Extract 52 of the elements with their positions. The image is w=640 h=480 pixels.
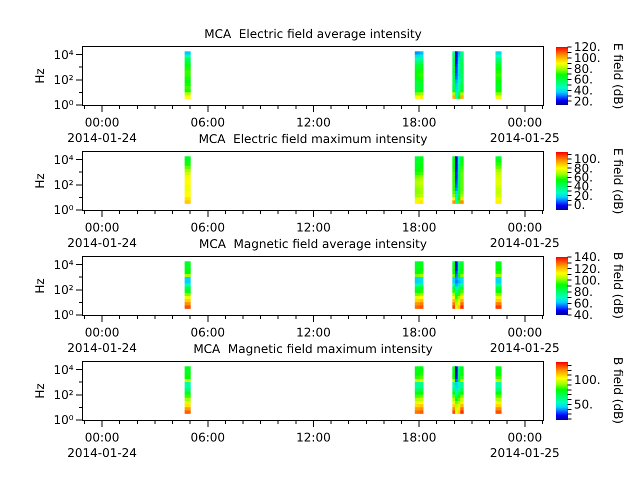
x-tick-label: 06:00 bbox=[190, 115, 226, 130]
x-tick-label: 06:00 bbox=[190, 325, 226, 340]
color-bar-label: 120. bbox=[574, 262, 601, 276]
y-tick-label: 10² bbox=[54, 178, 74, 192]
x-tick-label: 12:00 bbox=[296, 115, 331, 130]
x-tick-label: 00:00 2014-01-24 bbox=[67, 220, 137, 250]
color-bar-title: B field (dB) bbox=[610, 252, 625, 319]
x-tick-label: 06:00 bbox=[190, 430, 226, 444]
y-tick-label: 10⁴ bbox=[54, 48, 74, 62]
x-tick-label: 00:00 2014-01-24 bbox=[67, 325, 137, 355]
color-bar-label: 100. bbox=[574, 273, 601, 288]
x-tick-label: 00:00 2014-01-24 bbox=[67, 430, 137, 460]
color-bar-label: 80. bbox=[574, 285, 593, 299]
x-tick-label: 18:00 bbox=[402, 325, 436, 340]
x-tick-label: 12:00 bbox=[296, 430, 331, 444]
x-tick-label: 18:00 bbox=[402, 220, 436, 234]
y-axis-title: Hz bbox=[32, 383, 47, 399]
chart-title: MCA Electric field average intensity bbox=[204, 27, 422, 42]
x-tick-label: 12:00 bbox=[296, 220, 331, 234]
color-bar-title: E field (dB) bbox=[610, 43, 625, 110]
y-tick-label: 10² bbox=[54, 388, 74, 402]
y-axis-title: Hz bbox=[32, 173, 47, 189]
color-bar-label: 40. bbox=[574, 308, 593, 322]
x-tick-label: 18:00 bbox=[402, 430, 436, 444]
y-tick-label: 10⁴ bbox=[54, 152, 74, 167]
color-bar-label: 60. bbox=[574, 296, 593, 311]
y-axis-title: Hz bbox=[32, 68, 47, 84]
chart-title: MCA Electric field maximum intensity bbox=[198, 132, 428, 146]
color-bar-label: 100. bbox=[574, 373, 601, 388]
y-tick-label: 10⁰ bbox=[54, 203, 74, 218]
x-tick-label: 18:00 bbox=[402, 115, 436, 130]
x-tick-label: 00:00 2014-01-25 bbox=[490, 115, 560, 145]
x-tick-label: 12:00 bbox=[296, 325, 331, 340]
x-tick-label: 06:00 bbox=[190, 220, 226, 234]
color-bar-title: B field (dB) bbox=[610, 357, 625, 424]
chart-title: MCA Magnetic field average intensity bbox=[198, 237, 428, 252]
x-tick-label: 00:00 2014-01-25 bbox=[490, 430, 560, 460]
y-tick-label: 10⁴ bbox=[54, 362, 74, 377]
y-axis-title: Hz bbox=[32, 278, 47, 294]
y-tick-label: 10⁰ bbox=[54, 98, 74, 112]
x-tick-label: 00:00 2014-01-25 bbox=[490, 325, 560, 355]
y-tick-label: 10⁴ bbox=[54, 258, 74, 272]
y-tick-label: 10² bbox=[54, 282, 74, 297]
chart-title: MCA Magnetic field maximum intensity bbox=[193, 342, 433, 356]
color-bar-title: E field (dB) bbox=[610, 148, 625, 214]
y-tick-label: 10⁰ bbox=[54, 308, 74, 322]
color-bar-label: 140. bbox=[574, 250, 601, 264]
y-tick-label: 10² bbox=[54, 72, 74, 87]
color-bar-label: 50. bbox=[574, 398, 593, 412]
x-tick-label: 00:00 2014-01-25 bbox=[490, 220, 560, 250]
x-tick-label: 00:00 2014-01-24 bbox=[67, 115, 137, 145]
y-tick-label: 10⁰ bbox=[54, 413, 74, 428]
